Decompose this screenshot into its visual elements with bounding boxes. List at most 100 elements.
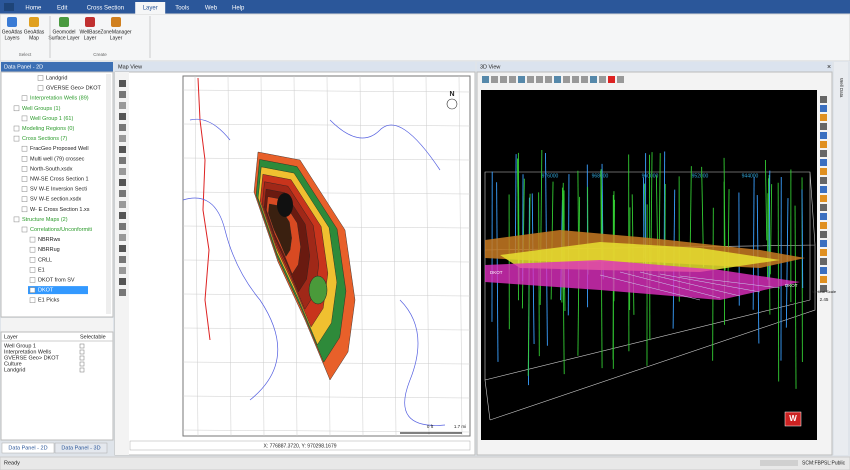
menu-item[interactable]: Home: [25, 6, 42, 12]
view3d-side-tool[interactable]: [820, 159, 827, 166]
view3d-side-tool[interactable]: [820, 132, 827, 139]
tool-icon[interactable]: [119, 289, 126, 296]
tree-item[interactable]: E1 Picks: [38, 298, 60, 304]
tree-item[interactable]: Well Group 1 (61): [30, 116, 73, 122]
tree-item[interactable]: Multi well (79) crossec: [30, 156, 85, 162]
tree-checkbox[interactable]: [13, 105, 20, 112]
tool-icon[interactable]: [119, 267, 126, 274]
ribbon-icon[interactable]: [85, 17, 95, 27]
tree-item[interactable]: E1: [38, 267, 45, 273]
tool-icon[interactable]: [119, 234, 126, 241]
tree-checkbox[interactable]: [29, 257, 36, 263]
tree-checkbox[interactable]: [29, 267, 36, 273]
view3d-side-tool[interactable]: [820, 150, 827, 157]
view3d-tool[interactable]: [581, 76, 588, 83]
tree-checkbox[interactable]: [37, 75, 44, 81]
view3d-side-tool[interactable]: [820, 168, 827, 175]
tree-item[interactable]: NBRRug: [38, 247, 60, 253]
tree-item[interactable]: W- E Cross Section 1.xs: [30, 207, 90, 213]
tree-item[interactable]: SV W-E section.xsdx: [30, 197, 81, 203]
tool-icon[interactable]: [119, 168, 126, 175]
panel-tab[interactable]: [1, 442, 55, 454]
view3d-side-tool[interactable]: [820, 195, 827, 202]
panel-tab[interactable]: [54, 442, 108, 454]
tool-icon[interactable]: [119, 190, 126, 197]
view3d-side-tool[interactable]: [820, 204, 827, 211]
view3d-side-tool[interactable]: [820, 249, 827, 256]
menu-item[interactable]: Edit: [57, 6, 68, 12]
tree-checkbox[interactable]: [21, 206, 28, 213]
tree-item[interactable]: Landgrid: [46, 75, 67, 81]
tree-item[interactable]: CRLL: [38, 257, 52, 263]
tree-checkbox[interactable]: [21, 156, 28, 162]
tool-icon[interactable]: [119, 157, 126, 164]
view3d-tool[interactable]: [590, 76, 597, 83]
selectable-checkbox[interactable]: [79, 343, 85, 349]
tree-checkbox[interactable]: [21, 145, 28, 152]
tool-icon[interactable]: [119, 223, 126, 230]
view3d-side-tool[interactable]: [820, 141, 827, 148]
view3d-tool[interactable]: [563, 76, 570, 83]
ribbon-icon[interactable]: [7, 17, 17, 27]
tree-item[interactable]: NW-SE Cross Section 1: [30, 176, 89, 182]
selectable-checkbox[interactable]: [79, 355, 85, 361]
view3d-tool[interactable]: [554, 76, 561, 83]
tool-icon[interactable]: [119, 135, 126, 142]
tree-checkbox[interactable]: [37, 85, 44, 91]
side-tab[interactable]: Well Data: [839, 78, 844, 98]
menu-item[interactable]: Help: [232, 6, 245, 12]
view3d-tool[interactable]: [482, 76, 489, 83]
tool-icon[interactable]: [119, 179, 126, 186]
tree-item[interactable]: FracGeo Proposed Well: [30, 146, 89, 152]
view3d-tool[interactable]: [572, 76, 579, 83]
view3d-side-tool[interactable]: [820, 276, 827, 283]
tree-item[interactable]: DKOT: [38, 288, 54, 294]
tree-checkbox[interactable]: [29, 246, 36, 253]
tool-icon[interactable]: [119, 256, 126, 263]
menu-item[interactable]: Cross Section: [87, 6, 124, 12]
view3d-side-tool[interactable]: [820, 186, 827, 193]
selectable-checkbox[interactable]: [79, 349, 85, 355]
view3d-side-tool[interactable]: [820, 177, 827, 184]
selectable-checkbox[interactable]: [79, 367, 85, 373]
tree-checkbox[interactable]: [13, 125, 20, 132]
view3d-side-tool[interactable]: [820, 213, 827, 220]
view3d-side-tool[interactable]: [820, 96, 827, 103]
tree-item[interactable]: Well Groups (1): [22, 106, 61, 112]
tree-item[interactable]: North-South.xsdx: [30, 166, 73, 172]
tree-checkbox[interactable]: [21, 196, 28, 202]
tool-icon[interactable]: [119, 124, 126, 131]
tree-checkbox[interactable]: [13, 135, 20, 142]
view3d-tool[interactable]: [518, 76, 525, 83]
menu-item[interactable]: Web: [205, 6, 218, 12]
tree-checkbox[interactable]: [21, 186, 28, 192]
view3d-tool[interactable]: [545, 76, 552, 83]
tool-icon[interactable]: [119, 113, 126, 120]
tree-checkbox[interactable]: [21, 115, 28, 122]
tool-icon[interactable]: [119, 212, 126, 219]
view3d-side-tool[interactable]: [820, 240, 827, 247]
tree-item[interactable]: Interpretation Wells (89): [30, 96, 89, 102]
tool-icon[interactable]: [119, 146, 126, 153]
view3d-tool[interactable]: [599, 76, 606, 83]
tool-icon[interactable]: [119, 201, 126, 208]
view3d-side-tool[interactable]: [820, 123, 827, 130]
tree-checkbox[interactable]: [21, 95, 28, 101]
tree-item[interactable]: Correlations/Unconformiti: [30, 227, 92, 233]
view3d-side-tool[interactable]: [820, 222, 827, 229]
view3d-side-tool[interactable]: [820, 285, 827, 292]
tree-checkbox[interactable]: [29, 297, 36, 303]
view3d-side-tool[interactable]: [820, 258, 827, 265]
view3d-side-tool[interactable]: [820, 267, 827, 274]
view3d-tool[interactable]: [491, 76, 498, 83]
menu-item[interactable]: Tools: [175, 6, 189, 12]
selectable-checkbox[interactable]: [79, 361, 85, 367]
tree-checkbox[interactable]: [29, 236, 36, 243]
view3d-tool[interactable]: [617, 76, 624, 83]
tool-icon[interactable]: [119, 102, 126, 109]
tree-checkbox[interactable]: [29, 287, 36, 293]
close-button[interactable]: ×: [827, 64, 831, 71]
view3d-side-tool[interactable]: [820, 105, 827, 112]
tree-item[interactable]: GVERSE Geo> DKOT: [46, 86, 102, 92]
tree-item[interactable]: NBRRws: [38, 237, 61, 243]
